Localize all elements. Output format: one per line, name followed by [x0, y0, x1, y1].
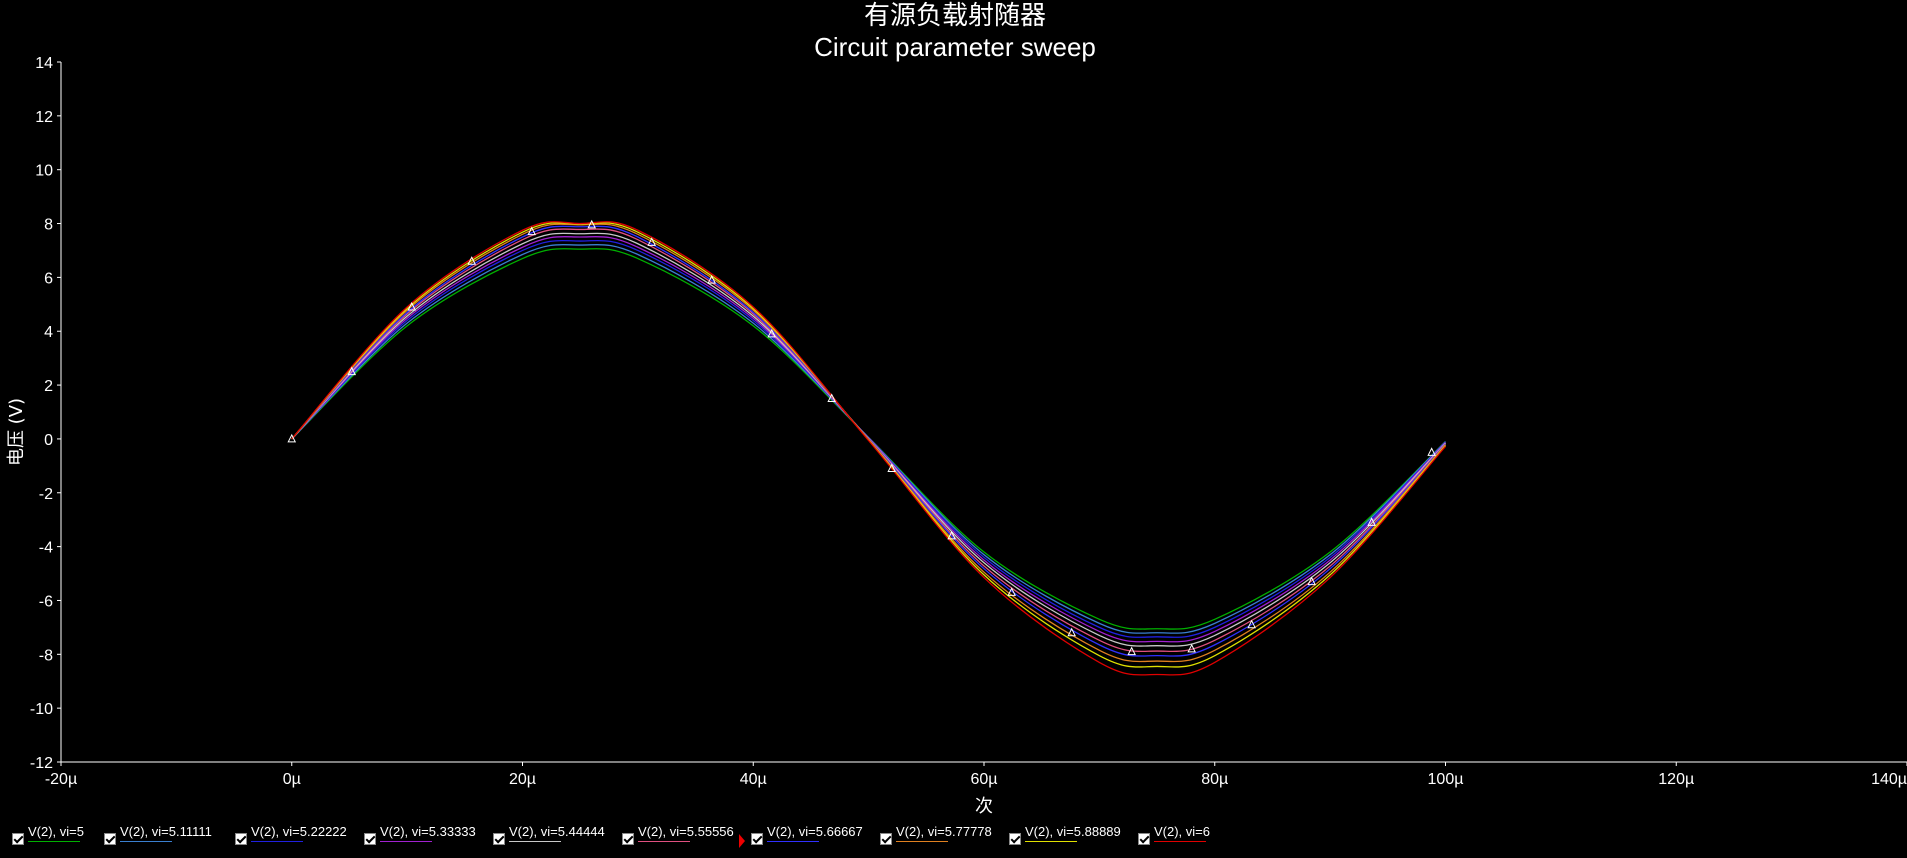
y-tick-label: -12 [30, 755, 53, 772]
y-tick-label: -10 [30, 701, 53, 718]
data-marker [527, 226, 537, 236]
legend-checkbox[interactable] [880, 833, 892, 845]
legend-swatch [638, 841, 690, 842]
legend-checkbox[interactable] [493, 833, 505, 845]
data-marker [707, 274, 717, 284]
y-tick-label: -2 [39, 486, 53, 503]
legend-label: V(2), vi=6 [1154, 824, 1210, 839]
data-marker [1367, 517, 1376, 526]
legend-label: V(2), vi=5.88889 [1025, 824, 1121, 839]
y-axis-label: 电压 (V) [6, 398, 27, 466]
data-marker [587, 219, 597, 229]
legend-swatch [380, 841, 432, 842]
data-marker [767, 328, 777, 338]
data-marker [1247, 619, 1256, 629]
legend-checkbox[interactable] [12, 833, 24, 845]
legend-swatch [28, 841, 80, 842]
chart-title: 有源负载射随器 [864, 1, 1046, 31]
data-marker [1427, 447, 1436, 456]
selection-cursor-icon [739, 834, 745, 848]
data-marker [647, 237, 657, 246]
legend-label: V(2), vi=5.44444 [509, 824, 605, 839]
series-line-9 [291, 221, 1446, 676]
y-tick-label: 12 [35, 109, 53, 126]
y-tick-label: 6 [44, 270, 53, 287]
series-group [291, 221, 1446, 676]
x-tick-label: 0µ [283, 771, 301, 788]
x-tick-label: 20µ [509, 771, 536, 788]
legend-label: V(2), vi=5.77778 [896, 824, 992, 839]
y-tick-label: -4 [39, 540, 53, 557]
legend-checkbox[interactable] [364, 833, 376, 845]
data-marker [1007, 587, 1016, 596]
legend-label: V(2), vi=5.55556 [638, 824, 734, 839]
legend-swatch [767, 841, 819, 842]
x-tick-label: 80µ [1201, 771, 1228, 788]
data-marker [1127, 646, 1136, 656]
legend-checkbox[interactable] [751, 833, 763, 845]
y-tick-label: 2 [44, 378, 53, 395]
x-tick-label: 60µ [970, 771, 997, 788]
data-marker [467, 256, 477, 265]
data-marker [287, 433, 297, 443]
chart-subtitle: Circuit parameter sweep [814, 32, 1096, 62]
y-tick-label: -6 [39, 593, 53, 610]
data-marker [947, 530, 957, 540]
data-marker [887, 463, 897, 473]
legend-checkbox[interactable] [1138, 833, 1150, 845]
y-tick-label: 4 [44, 324, 53, 341]
data-marker [1307, 576, 1316, 586]
marker-group [287, 219, 1436, 656]
axes: -12 -10 -8 -6 -4 -2 0 2 4 6 8 10 12 14 -20µ 0µ 20µ 40µ 60µ… [30, 55, 1907, 788]
x-axis-label: 次 [975, 796, 993, 817]
legend-label: V(2), vi=5.66667 [767, 824, 863, 839]
legend-swatch [120, 841, 172, 842]
x-tick-label: 120µ [1658, 771, 1694, 788]
legend-checkbox[interactable] [104, 833, 116, 845]
legend-checkbox[interactable] [622, 833, 634, 845]
x-tick-label: 140µ [1871, 771, 1907, 788]
legend-swatch [509, 841, 561, 842]
y-tick-label: 10 [35, 163, 53, 180]
data-marker [1187, 643, 1196, 653]
data-marker [827, 393, 837, 403]
legend-swatch [251, 841, 303, 842]
legend-label: V(2), vi=5.22222 [251, 824, 347, 839]
x-tick-label: -20µ [45, 771, 77, 788]
legend: V(2), vi=5 V(2), vi=5.11111 V(2), vi=5.222… [0, 818, 1907, 858]
chart: 有源负载射随器 Circuit parameter sweep -12 -10 -8… [6, 1, 1907, 817]
y-tick-label: 8 [44, 217, 53, 234]
y-tick-label: -8 [39, 647, 53, 664]
series-line-7 [291, 223, 1446, 663]
x-tick-label: 100µ [1428, 771, 1464, 788]
legend-label: V(2), vi=5.33333 [380, 824, 476, 839]
data-marker [407, 301, 417, 311]
data-marker [1067, 627, 1076, 637]
legend-swatch [896, 841, 948, 842]
y-tick-label: 14 [35, 55, 53, 72]
legend-checkbox[interactable] [235, 833, 247, 845]
y-tick-label: 0 [44, 432, 53, 449]
legend-label: V(2), vi=5 [28, 824, 84, 839]
x-tick-label: 40µ [740, 771, 767, 788]
data-marker [347, 366, 357, 376]
legend-label: V(2), vi=5.11111 [120, 824, 212, 839]
legend-swatch [1025, 841, 1077, 842]
legend-checkbox[interactable] [1009, 833, 1021, 845]
legend-swatch [1154, 841, 1206, 842]
